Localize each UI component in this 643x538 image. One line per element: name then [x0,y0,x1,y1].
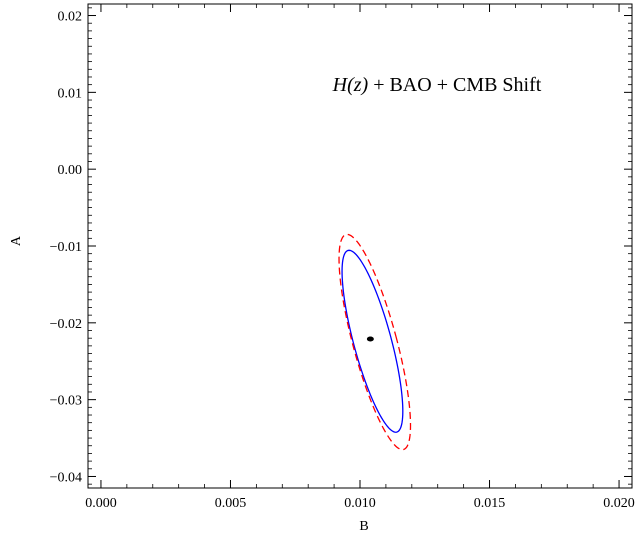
x-tick-label: 0.020 [603,496,635,511]
contour-1-sigma [341,249,404,433]
x-tick-label: 0.010 [344,496,376,511]
annotation-italic: H(z) [332,74,369,96]
y-tick-label: 0.01 [58,86,83,101]
x-ticks: 0.000 0.005 0.010 0.015 0.020 [85,4,635,511]
y-tick-label: 0.02 [58,10,83,25]
annotation-rest: + BAO + CMB Shift [368,74,542,96]
contour-2-sigma [338,233,412,451]
x-tick-label: 0.000 [85,496,117,511]
contour-group [338,233,412,451]
y-axis-label: A [9,235,24,246]
x-tick-label: 0.015 [474,496,506,511]
y-tick-label: −0.01 [50,240,82,255]
chart-annotation: H(z) + BAO + CMB Shift [332,74,542,96]
best-fit-point [366,336,374,342]
y-tick-label: −0.03 [50,394,82,409]
y-tick-label: 0.00 [58,163,83,178]
x-axis-label: B [359,519,368,534]
y-ticks: −0.04 −0.03 −0.02 −0.01 0.00 0.01 0.02 [50,7,632,485]
y-tick-label: −0.02 [50,317,82,332]
x-tick-label: 0.005 [215,496,247,511]
best-fit-group [366,336,374,342]
y-tick-label: −0.04 [50,470,82,485]
